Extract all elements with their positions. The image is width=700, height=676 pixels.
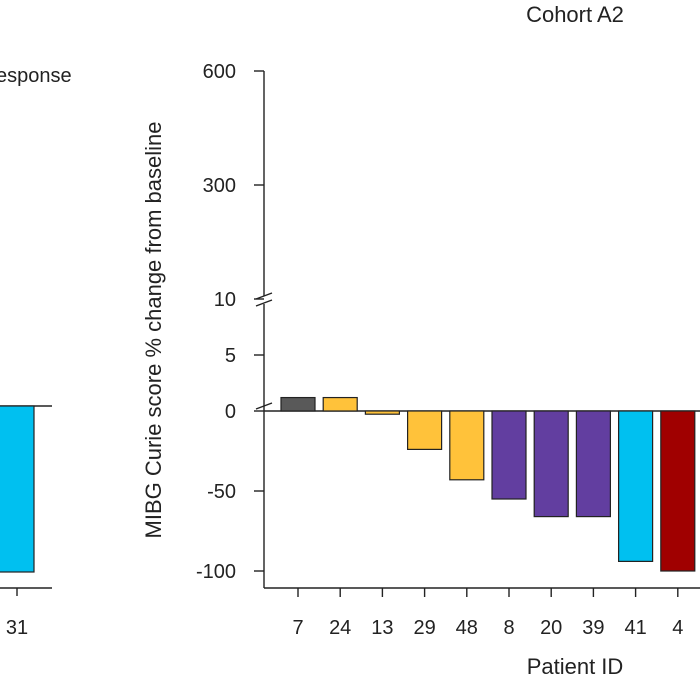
x-tick-label: 20 <box>540 617 562 639</box>
bar-patient-8 <box>491 410 527 500</box>
x-tick-label: 48 <box>456 617 478 639</box>
y-tick-label: -50 <box>207 481 236 503</box>
x-tick-label: 41 <box>624 617 646 639</box>
y-tick-label: -100 <box>196 561 236 583</box>
x-tick-label: 4 <box>672 617 683 639</box>
bar-patient-4 <box>660 410 696 572</box>
x-tick-label: 13 <box>371 617 393 639</box>
left-legend-fragment: esponse <box>0 65 72 87</box>
x-tick-label: 29 <box>413 617 435 639</box>
axis-break-mark <box>255 299 273 307</box>
bar-patient-29 <box>407 410 443 451</box>
x-tick-label: 7 <box>292 617 303 639</box>
left-bar-patient-31 <box>0 405 35 573</box>
axis-break-mark <box>255 292 273 300</box>
y-tick-label: 300 <box>203 175 236 197</box>
y-tick-label: 0 <box>225 401 236 423</box>
bar-patient-48 <box>449 410 485 481</box>
left-panel: esponse 31 <box>0 65 72 639</box>
left-x-tick-label: 31 <box>6 617 28 639</box>
right-panel: Cohort A2 MIBG Curie score % change from… <box>141 2 700 676</box>
bar-patient-20 <box>533 410 569 518</box>
axis-break-mark <box>255 402 273 410</box>
bar-patient-24 <box>322 396 358 412</box>
y-tick-label: 5 <box>225 345 236 367</box>
y-tick-label: 10 <box>214 289 236 311</box>
y-tick-label: 600 <box>203 61 236 83</box>
bar-patient-41 <box>617 410 654 562</box>
bar-patient-7 <box>280 396 316 412</box>
x-tick-label: 24 <box>329 617 351 639</box>
x-tick-label: 8 <box>503 617 514 639</box>
chart-title: Cohort A2 <box>526 2 624 27</box>
x-tick-label: 39 <box>582 617 604 639</box>
x-axis-label: Patient ID <box>527 654 624 676</box>
bar-patient-39 <box>575 410 612 518</box>
bar-patient-13 <box>364 410 400 415</box>
y-axis-label: MIBG Curie score % change from baseline <box>141 122 166 539</box>
